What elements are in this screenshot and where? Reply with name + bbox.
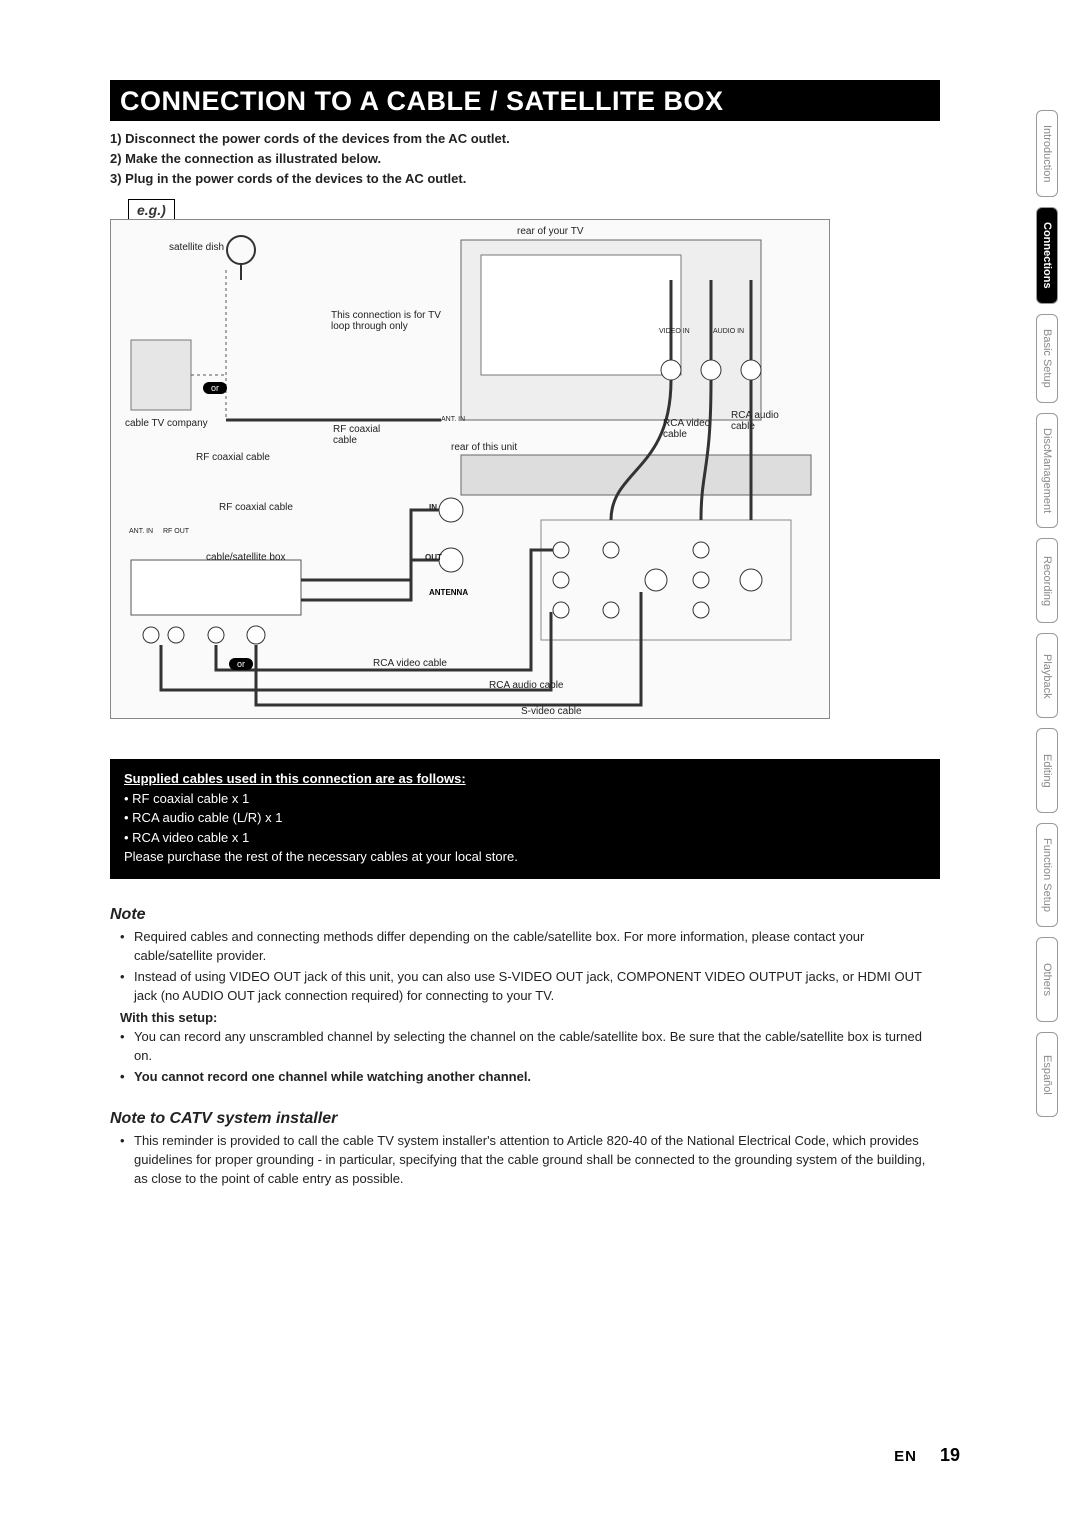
note-heading: Note: [110, 903, 940, 926]
label-tv-loop: This connection is for TV loop through o…: [331, 310, 461, 332]
note-bullet-4: You cannot record one channel while watc…: [124, 1068, 940, 1087]
step-1: 1) Disconnect the power cords of the dev…: [110, 129, 940, 149]
label-antin-box: ANT. IN: [129, 528, 153, 535]
label-cable-company: cable TV company: [125, 418, 208, 429]
supplied-cables-box: Supplied cables used in this connection …: [110, 759, 940, 879]
tab-disc-management[interactable]: Disc Management: [1036, 413, 1058, 529]
tab-introduction[interactable]: Introduction: [1036, 110, 1058, 197]
tab-others[interactable]: Others: [1036, 937, 1058, 1022]
note-bullet-1: Required cables and connecting methods d…: [124, 928, 940, 966]
label-in-ant: IN: [429, 503, 437, 512]
label-rear-tv: rear of your TV: [517, 226, 584, 237]
label-rca-audio-cable-tv: RCA audio cable: [731, 410, 786, 432]
page-number: EN 19: [894, 1445, 960, 1466]
side-tabs: Introduction Connections Basic Setup Dis…: [1036, 110, 1058, 1117]
page-title: CONNECTION TO A CABLE / SATELLITE BOX: [110, 80, 940, 121]
supplied-heading: Supplied cables used in this connection …: [124, 769, 926, 789]
catv-body: This reminder is provided to call the ca…: [124, 1132, 940, 1189]
catv-section: Note to CATV system installer This remin…: [110, 1107, 940, 1189]
diagram-svg: ANTENNA: [111, 220, 831, 720]
supplied-footer: Please purchase the rest of the necessar…: [124, 847, 926, 867]
note-section: Note Required cables and connecting meth…: [110, 903, 940, 1087]
supplied-item-1: • RF coaxial cable x 1: [124, 789, 926, 809]
step-2: 2) Make the connection as illustrated be…: [110, 149, 940, 169]
tab-connections[interactable]: Connections: [1036, 207, 1058, 304]
label-audio-in-tv: AUDIO IN: [713, 328, 744, 335]
with-this-setup: With this setup:: [120, 1009, 940, 1028]
tab-editing[interactable]: Editing: [1036, 728, 1058, 813]
supplied-item-3: • RCA video cable x 1: [124, 828, 926, 848]
or-pill-2: or: [229, 658, 253, 670]
tab-espanol[interactable]: Español: [1036, 1032, 1058, 1117]
page-lang: EN: [894, 1448, 917, 1465]
catv-heading: Note to CATV system installer: [110, 1107, 940, 1130]
label-rfout-box: RF OUT: [163, 528, 189, 535]
label-satellite-dish: satellite dish: [169, 242, 224, 253]
note-bullet-3: You can record any unscrambled channel b…: [124, 1028, 940, 1066]
tab-recording[interactable]: Recording: [1036, 538, 1058, 623]
tab-playback[interactable]: Playback: [1036, 633, 1058, 718]
eg-label: e.g.): [128, 199, 175, 221]
tab-basic-setup[interactable]: Basic Setup: [1036, 314, 1058, 403]
label-out-ant: OUT: [425, 553, 442, 562]
tab-disc-line2: Management: [1041, 449, 1053, 513]
label-rf-coax1: RF coaxial cable: [196, 452, 270, 463]
label-rca-video-cable-tv: RCA video cable: [663, 418, 718, 440]
label-rf-coax2: RF coaxial cable: [219, 502, 293, 513]
label-rca-video: RCA video cable: [373, 658, 447, 669]
label-ant-in-tv: ANT. IN: [441, 416, 465, 423]
or-pill-1: or: [203, 382, 227, 394]
label-svideo: S-video cable: [521, 706, 582, 717]
label-rca-audio: RCA audio cable: [489, 680, 564, 691]
svg-text:ANTENNA: ANTENNA: [429, 588, 468, 597]
supplied-item-2: • RCA audio cable (L/R) x 1: [124, 808, 926, 828]
tab-function-setup[interactable]: Function Setup: [1036, 823, 1058, 927]
page-num-value: 19: [940, 1445, 960, 1465]
step-3: 3) Plug in the power cords of the device…: [110, 169, 940, 189]
note-bullet-2: Instead of using VIDEO OUT jack of this …: [124, 968, 940, 1006]
label-rear-unit: rear of this unit: [451, 442, 517, 453]
label-cable-sat-box: cable/satellite box: [206, 552, 296, 563]
connection-diagram: ANTENNA: [110, 219, 830, 719]
connection-steps: 1) Disconnect the power cords of the dev…: [110, 129, 940, 189]
tab-disc-line1: Disc: [1041, 428, 1053, 449]
label-rf-coax3: RF coaxial cable: [333, 424, 393, 446]
label-video-in-tv: VIDEO IN: [659, 328, 690, 335]
